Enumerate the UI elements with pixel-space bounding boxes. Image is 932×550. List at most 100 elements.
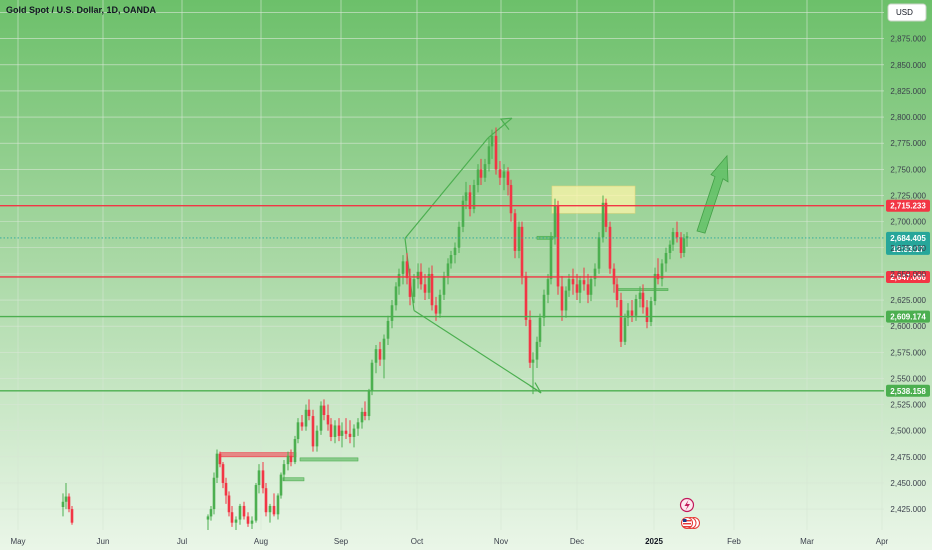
countdown-label: 12:33:17 [892,245,925,254]
zone-box [219,452,297,458]
candle-body [367,390,371,417]
candle-body [571,279,575,285]
event-icons[interactable] [679,497,700,529]
candle-body [405,261,409,279]
candle-body [363,411,367,417]
x-axis: May Jun Jul Aug Sep Oct Nov Dec 2025 Feb Mar Apr [10,537,888,546]
candles [61,127,689,530]
candle-body [520,226,524,276]
candle-body [356,422,360,429]
candle-body [517,226,521,251]
trend-line [404,137,489,239]
x-tick-label: 2025 [645,537,663,546]
candle-body [553,205,557,238]
current-price-label: 2,684.405 [890,234,926,243]
lightning-glyph [684,500,690,511]
candle-body [538,317,542,342]
price-level-label: 2,538.158 [890,387,926,396]
candle-body [615,284,619,301]
candle-body [438,294,442,314]
candle-body [556,205,560,287]
y-tick-label: 2,875.000 [890,35,926,44]
chart-title: Gold Spot / U.S. Dollar, 1D, OANDA [6,5,157,15]
candle-body [304,409,308,427]
candle-body [601,202,605,238]
y-tick-label: 2,825.000 [890,87,926,96]
currency-button[interactable]: USD [887,3,927,22]
candle-body [286,455,290,465]
candle-body [549,237,553,280]
candle-body [593,268,597,280]
candle-body [360,411,364,423]
candle-body [242,505,246,517]
candle-body [638,292,642,299]
candle-body [382,338,386,360]
candle-body [623,317,627,342]
candle-body [390,305,394,321]
candle-body [524,275,528,320]
y-tick-label: 2,550.000 [890,374,926,383]
candle-body [272,505,276,515]
candle-body [649,301,653,322]
candle-body [61,501,65,508]
candle-body [430,273,434,306]
candle-body [419,271,423,285]
trend-line [413,309,541,393]
flag-canton [683,519,687,522]
y-tick-label: 2,450.000 [890,479,926,488]
y-tick-label: 2,600.000 [890,322,926,331]
y-tick-label: 2,725.000 [890,191,926,200]
candle-body [531,359,535,363]
candle-body [567,279,571,291]
candle-body [238,505,242,520]
candle-body [582,280,586,285]
candle-body [671,232,675,245]
candle-body [457,226,461,248]
candle-body [212,477,216,510]
price-level-tag [886,384,930,397]
candle-body [224,482,228,496]
candle-body [289,455,293,463]
candle-body [535,341,539,360]
y-tick-label: 2,425.000 [890,505,926,514]
price-level-label: 2,609.174 [890,313,926,322]
candle-body [641,292,645,308]
candle-body [608,226,612,269]
x-tick-label: Dec [570,537,584,546]
y-axis: 2,425.000 2,450.000 2,475.000 2,500.000 2,52… [890,9,926,515]
candle-body [546,279,550,295]
candle-body [254,485,258,521]
candle-body [401,261,405,274]
candle-body [675,232,679,238]
candle-body [300,422,304,427]
candle-body [416,271,420,280]
candle-body [513,213,517,251]
y-tick-label: 2,775.000 [890,139,926,148]
price-level-tag [886,310,930,323]
candle-body [560,286,564,311]
candle-body [412,279,416,297]
candle-body [67,496,71,510]
x-tick-label: Sep [334,537,349,546]
candle-body [423,284,427,293]
candle-body [374,349,378,363]
candle-body [250,520,254,524]
candle-body [315,430,319,447]
candle-body [575,284,579,293]
candle-body [434,305,438,314]
candle-body [619,300,623,342]
price-level-label: 2,715.233 [890,202,926,211]
candle-body [626,310,630,318]
candle-body [597,237,601,269]
x-tick-label: Apr [876,537,889,546]
candle-body [645,307,649,322]
candle-body [319,405,323,431]
candle-body [218,453,222,465]
candle-body [370,362,374,391]
candle-body [206,516,210,520]
candle-body [660,263,664,280]
candle-body [502,171,506,178]
candle-body [296,422,300,440]
candle-body [589,279,593,295]
